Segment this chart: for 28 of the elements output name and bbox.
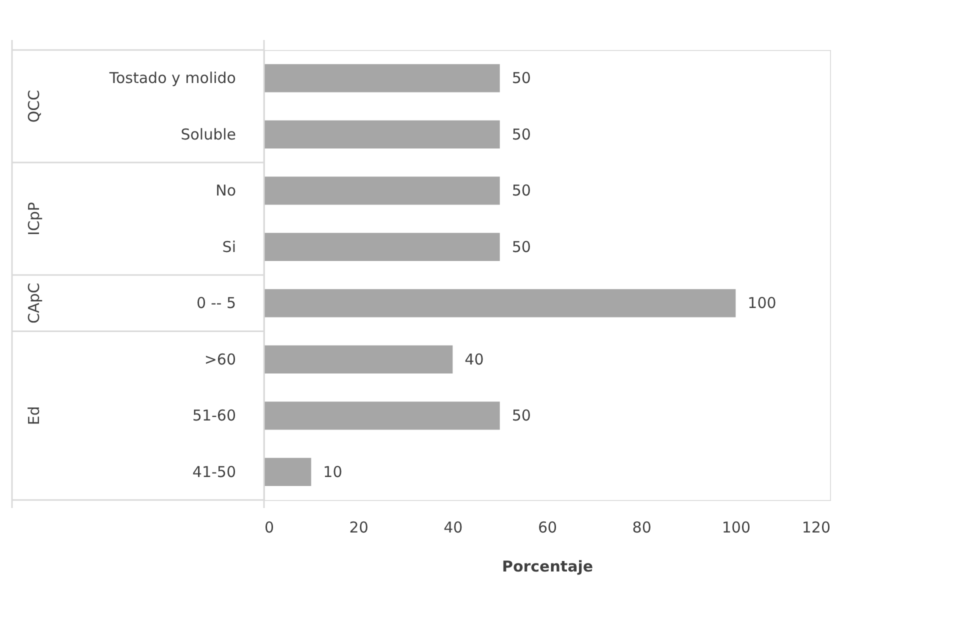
x-tick-label: 20 xyxy=(349,518,368,536)
data-label: 100 xyxy=(748,294,776,312)
x-tick-label: 80 xyxy=(632,518,652,536)
y-tick-label: Si xyxy=(222,238,236,256)
y-tick-label: >60 xyxy=(204,350,236,368)
x-tick-label: 40 xyxy=(444,518,463,536)
y-tick-label: 41-50 xyxy=(192,462,236,481)
x-tick-label: 100 xyxy=(722,518,750,536)
y-tick-label: 0 -- 5 xyxy=(196,294,236,312)
data-label: 10 xyxy=(323,462,342,481)
text: CApC xyxy=(25,282,43,324)
x-tick-label: 120 xyxy=(802,518,830,536)
text: Ed xyxy=(25,406,43,426)
x-axis-title: Porcentaje xyxy=(502,558,594,576)
y-tick-label: Soluble xyxy=(180,125,236,144)
y-tick-label: No xyxy=(216,182,236,200)
x-tick-label: 0 xyxy=(264,518,274,536)
y-tick-label: 51-60 xyxy=(192,406,236,425)
text: ICpP xyxy=(25,202,43,236)
data-label: 50 xyxy=(512,406,531,425)
data-label: 50 xyxy=(512,69,531,88)
text: QCC xyxy=(25,90,43,123)
data-label: 50 xyxy=(512,182,531,200)
x-tick-label: 60 xyxy=(538,518,558,536)
data-label: 50 xyxy=(512,238,531,256)
data-label: 50 xyxy=(512,125,531,144)
y-tick-label: Tostado y molido xyxy=(108,69,236,88)
data-label: 40 xyxy=(464,350,484,368)
